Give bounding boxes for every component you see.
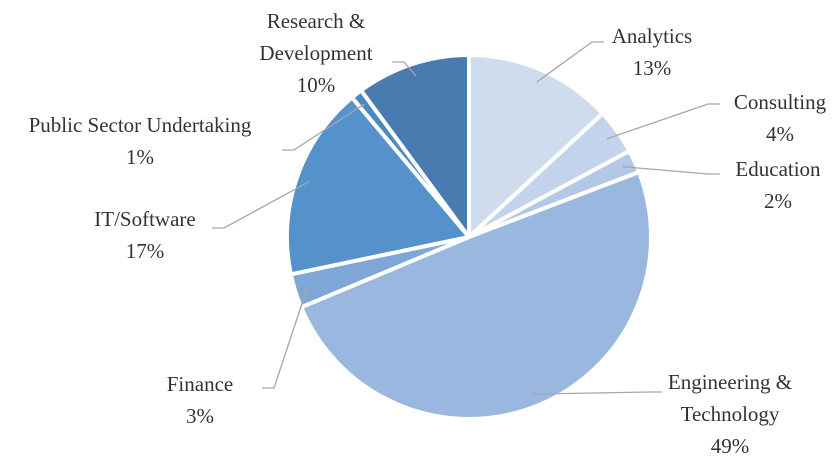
category-label: Research & Development: [259, 9, 373, 65]
percent-label: 3%: [186, 404, 214, 428]
pie-slice: [467, 53, 605, 239]
leader-line: [606, 103, 720, 140]
category-label: Consulting: [733, 90, 827, 114]
category-label: Analytics: [611, 24, 693, 48]
percent-label: 49%: [710, 434, 750, 458]
data-label: Engineering & Technology 49%: [650, 366, 810, 462]
percent-label: 1%: [126, 145, 154, 169]
data-label: Public Sector Undertaking 1%: [0, 109, 290, 173]
data-label: Finance 3%: [140, 368, 260, 432]
pie-slice: [359, 53, 471, 239]
percent-label: 13%: [632, 56, 672, 80]
leader-line: [212, 181, 310, 229]
leader-line: [531, 391, 662, 395]
leader-line: [282, 103, 365, 151]
category-label: Education: [735, 157, 821, 181]
pie-slice: [285, 95, 471, 277]
category-label: Engineering & Technology: [667, 370, 793, 426]
data-label: Analytics 13%: [592, 20, 712, 84]
percent-label: 2%: [764, 189, 792, 213]
category-label: IT/Software: [94, 207, 196, 231]
data-label: Research & Development 10%: [231, 5, 401, 101]
data-label: Consulting 4%: [720, 86, 839, 150]
leader-line: [622, 166, 720, 175]
pie-slice: [299, 170, 653, 421]
category-label: Finance: [166, 372, 234, 396]
leader-line: [262, 287, 308, 389]
data-label: Education 2%: [718, 153, 838, 217]
category-label: Public Sector Undertaking: [28, 113, 252, 137]
percent-label: 10%: [296, 73, 336, 97]
data-label: IT/Software 17%: [65, 203, 225, 267]
percent-label: 4%: [766, 122, 794, 146]
leader-line: [536, 41, 604, 83]
percent-label: 17%: [125, 239, 165, 263]
leader-line: [392, 61, 417, 77]
